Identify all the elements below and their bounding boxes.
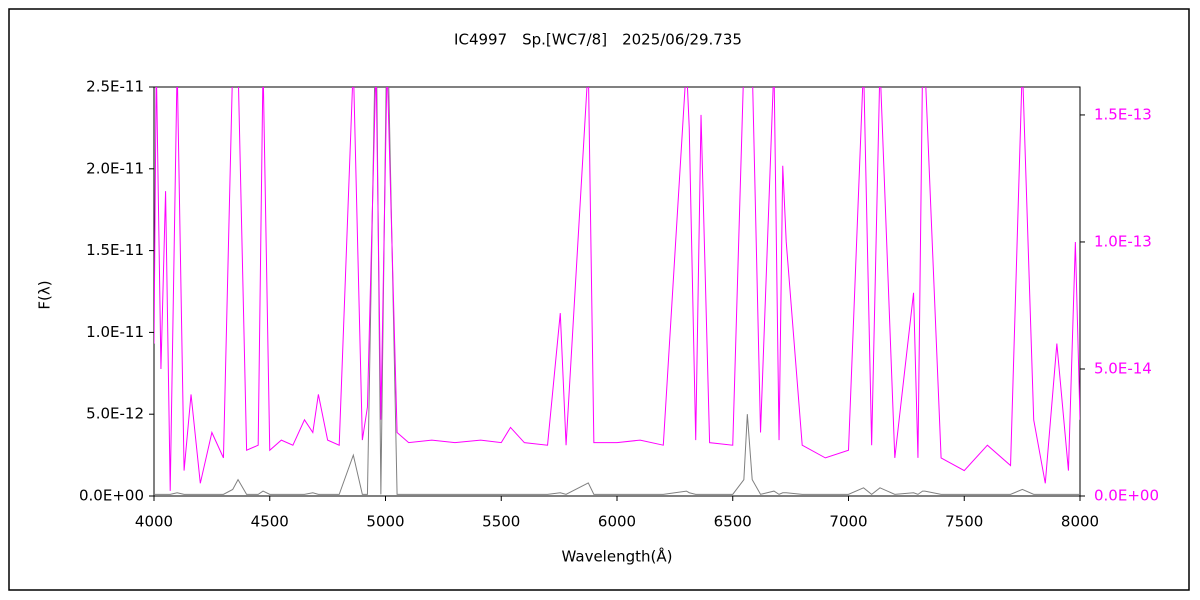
- y-tick-label: 5.0E-12: [86, 405, 144, 423]
- spectrum-line: [154, 87, 1080, 491]
- plot-area: [153, 86, 1081, 497]
- x-tick-label: 8000: [1061, 513, 1099, 531]
- y-tick-label: 2.0E-11: [86, 159, 144, 177]
- x-tick-label: 7500: [945, 513, 983, 531]
- x-tick-label: 7000: [829, 513, 867, 531]
- y2-tick-label: 5.0E-14: [1094, 359, 1152, 377]
- x-axis-label: Wavelength(Å): [562, 547, 673, 566]
- frame: [8, 8, 1190, 591]
- spectrum-line: [154, 87, 1080, 495]
- y-tick-label: 1.0E-11: [86, 323, 144, 341]
- y2-tick-label: 0.0E+00: [1094, 487, 1159, 505]
- y-tick-label: 0.0E+00: [79, 487, 144, 505]
- x-tick-label: 6500: [714, 513, 752, 531]
- y2-tick-label: 1.0E-13: [1094, 232, 1152, 250]
- x-tick-label: 4500: [251, 513, 289, 531]
- y-tick-label: 2.5E-11: [86, 78, 144, 96]
- x-tick-label: 5500: [482, 513, 520, 531]
- y2-tick-label: 1.5E-13: [1094, 105, 1152, 123]
- x-tick-label: 4000: [135, 513, 173, 531]
- y-tick-label: 1.5E-11: [86, 241, 144, 259]
- chart-title: IC4997 Sp.[WC7/8] 2025/06/29.735: [454, 31, 742, 49]
- x-tick-label: 6000: [598, 513, 636, 531]
- y-axis-label: F(λ): [36, 280, 54, 309]
- x-tick-label: 5000: [366, 513, 404, 531]
